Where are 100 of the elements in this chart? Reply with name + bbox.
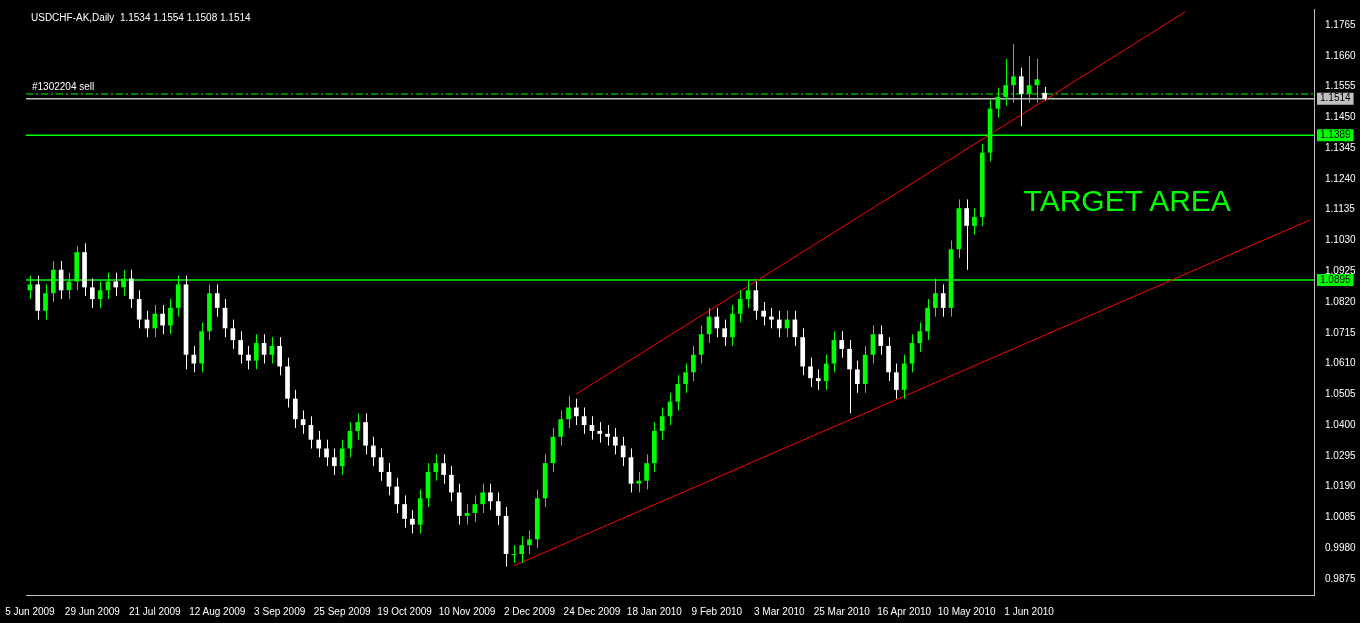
candlestick xyxy=(808,357,813,388)
candlestick xyxy=(292,389,298,429)
x-tick-label: 9 Feb 2010 xyxy=(691,605,743,617)
candlestick xyxy=(769,307,774,329)
candlestick xyxy=(363,412,368,455)
ref-line-label: 1.1514 xyxy=(1320,92,1352,104)
ref-line-label: #1302204 sell xyxy=(32,80,95,92)
y-tick-label: 1.1555 xyxy=(1325,80,1357,92)
x-tick-label: 21 Jul 2009 xyxy=(128,605,182,617)
x-tick-label: 10 Nov 2009 xyxy=(438,605,496,617)
y-tick-label: 1.0715 xyxy=(1325,326,1357,338)
candlestick xyxy=(441,453,446,485)
candlestick xyxy=(714,307,720,338)
y-tick-label: 1.0085 xyxy=(1325,511,1357,523)
y-tick-label: 0.9875 xyxy=(1325,572,1357,584)
candlestick xyxy=(698,324,704,365)
candlestick xyxy=(214,283,220,318)
x-tick-label: 10 May 2010 xyxy=(937,605,996,617)
candlestick xyxy=(152,304,158,338)
candlestick xyxy=(675,374,681,411)
x-tick-label: 2 Dec 2009 xyxy=(503,605,556,617)
candlestick xyxy=(1018,67,1024,127)
candlestick xyxy=(113,272,119,297)
candlestick xyxy=(90,278,95,309)
candlestick xyxy=(394,477,400,514)
candlestick xyxy=(894,363,899,400)
y-tick-label: 1.1030 xyxy=(1325,234,1357,246)
y-tick-label: 1.1765 xyxy=(1325,18,1357,30)
y-tick-label: 1.0190 xyxy=(1325,480,1357,492)
candlestick xyxy=(253,333,259,370)
candlestick xyxy=(940,283,946,318)
candlestick xyxy=(129,269,134,309)
candlestick xyxy=(488,483,493,511)
candlestick xyxy=(566,395,571,429)
candlestick xyxy=(410,509,415,534)
candlestick xyxy=(847,339,852,414)
candlestick xyxy=(378,448,384,482)
candlestick xyxy=(776,310,782,338)
y-tick-label: 0.9980 xyxy=(1325,541,1357,553)
x-tick-label: 3 Mar 2010 xyxy=(753,605,806,617)
candlestick xyxy=(316,430,322,458)
candlestick xyxy=(277,336,283,376)
candlestick xyxy=(839,330,845,359)
y-tick-label: 1.0610 xyxy=(1325,357,1357,369)
candlestick xyxy=(573,398,579,426)
candlestick xyxy=(480,483,485,514)
ref-line-label: 1.0895 xyxy=(1320,273,1352,285)
candlestick xyxy=(355,412,361,441)
y-tick-label: 1.0295 xyxy=(1325,449,1357,461)
candlestick xyxy=(761,301,767,326)
y-tick-label: 1.1660 xyxy=(1325,49,1357,61)
candlestick xyxy=(371,436,376,467)
candlestick xyxy=(238,330,244,365)
ref-line-label: 1.1389 xyxy=(1320,129,1352,141)
annotation: TARGET AREA xyxy=(1023,183,1231,217)
candlestick xyxy=(449,465,454,502)
y-tick-label: 1.1345 xyxy=(1325,141,1357,153)
candlestick xyxy=(620,436,626,467)
candlestick xyxy=(972,207,977,236)
candlestick xyxy=(605,424,610,447)
candlestick xyxy=(878,324,884,356)
y-tick-label: 1.1240 xyxy=(1325,172,1357,184)
candlestick xyxy=(722,319,727,347)
candlestick xyxy=(332,448,337,476)
x-tick-label: 12 Aug 2009 xyxy=(189,605,246,617)
candlestick xyxy=(855,360,860,394)
candlestick xyxy=(925,298,930,341)
x-tick-label: 19 Oct 2009 xyxy=(377,605,433,617)
candlestick xyxy=(402,494,407,529)
y-tick-label: 1.1135 xyxy=(1325,203,1356,215)
x-tick-label: 25 Sep 2009 xyxy=(313,605,371,617)
x-tick-label: 18 Jan 2010 xyxy=(626,605,683,617)
candlestick xyxy=(659,406,665,441)
candlestick xyxy=(168,298,173,335)
candlestick xyxy=(136,289,142,329)
candlestick xyxy=(964,198,969,271)
x-tick-label: 25 Mar 2010 xyxy=(813,605,871,617)
y-tick-label: 1.0505 xyxy=(1325,388,1357,400)
candlestick xyxy=(597,421,603,444)
candlestick xyxy=(191,345,197,373)
y-tick-label: 1.0820 xyxy=(1325,295,1357,307)
candlestick xyxy=(683,363,688,394)
x-tick-label: 24 Dec 2009 xyxy=(563,605,621,617)
candlestick xyxy=(691,345,696,382)
candlestick xyxy=(519,535,525,564)
candlestick xyxy=(456,483,462,526)
candlestick xyxy=(815,368,821,391)
candlestick xyxy=(917,322,923,353)
candlestick xyxy=(613,427,618,455)
candlestick xyxy=(636,471,642,493)
candlestick xyxy=(246,345,251,370)
candlestick xyxy=(43,283,48,321)
y-tick-label: 1.1450 xyxy=(1325,111,1357,123)
x-tick-label: 3 Sep 2009 xyxy=(254,605,306,617)
candlestick xyxy=(495,491,501,526)
x-tick-label: 29 Jun 2009 xyxy=(64,605,121,617)
candlestick xyxy=(324,439,329,467)
chart-title: USDCHF-AK,Daily 1.1534 1.1554 1.1508 1.1514 xyxy=(31,11,252,23)
candlestick xyxy=(644,453,649,491)
candlestick xyxy=(737,289,743,324)
